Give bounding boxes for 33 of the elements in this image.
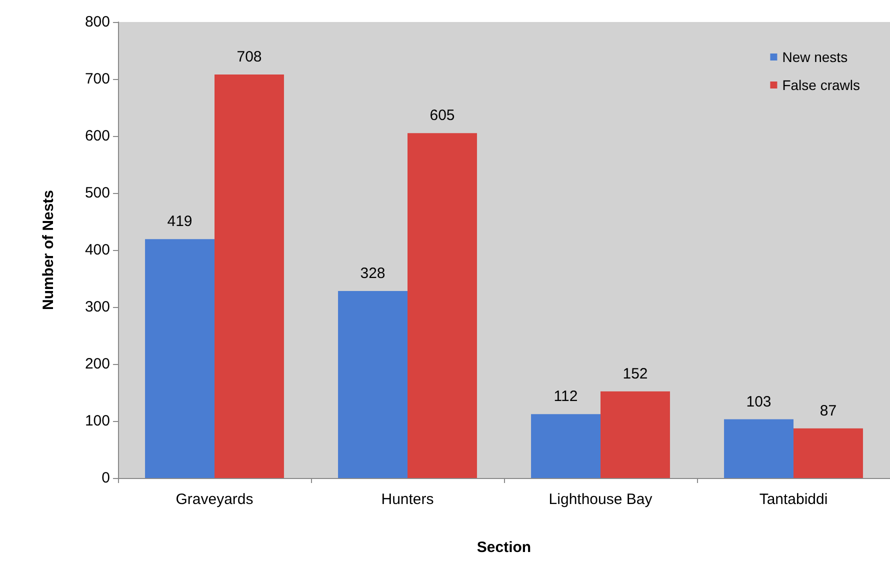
legend-label: False crawls [782, 77, 860, 93]
y-tick-label: 400 [84, 242, 110, 258]
bar [724, 419, 794, 478]
x-tick-label: Lighthouse Bay [548, 491, 653, 508]
y-axis-title: Number of Nests [40, 190, 57, 310]
data-label: 605 [430, 107, 455, 124]
data-label: 103 [746, 393, 772, 410]
data-label: 152 [622, 365, 648, 382]
bar [794, 428, 863, 478]
bar [531, 414, 600, 478]
y-tick-label: 700 [84, 70, 110, 88]
bar [338, 291, 408, 478]
x-tick-label: Hunters [381, 491, 434, 508]
y-tick-label: 300 [84, 298, 110, 316]
bar [408, 133, 477, 478]
x-tick-label: Graveyards [176, 491, 254, 508]
bar [145, 239, 214, 478]
data-label: 328 [360, 265, 386, 282]
data-label: 87 [820, 402, 837, 420]
y-tick-label: 500 [84, 184, 110, 202]
x-tick-label: Tantabiddi [759, 491, 828, 508]
data-label: 708 [236, 48, 262, 66]
y-tick-label: 800 [84, 14, 110, 30]
y-tick-label: 200 [84, 356, 110, 372]
data-label: 112 [554, 388, 578, 406]
y-tick-label: 600 [84, 128, 110, 144]
bar [600, 391, 670, 478]
y-tick-label: 0 [102, 470, 110, 486]
y-tick-label: 100 [84, 412, 110, 430]
legend-label: New nests [782, 49, 848, 65]
data-label: 419 [167, 213, 192, 230]
x-axis-title: Section [476, 539, 532, 556]
bar [214, 74, 284, 478]
